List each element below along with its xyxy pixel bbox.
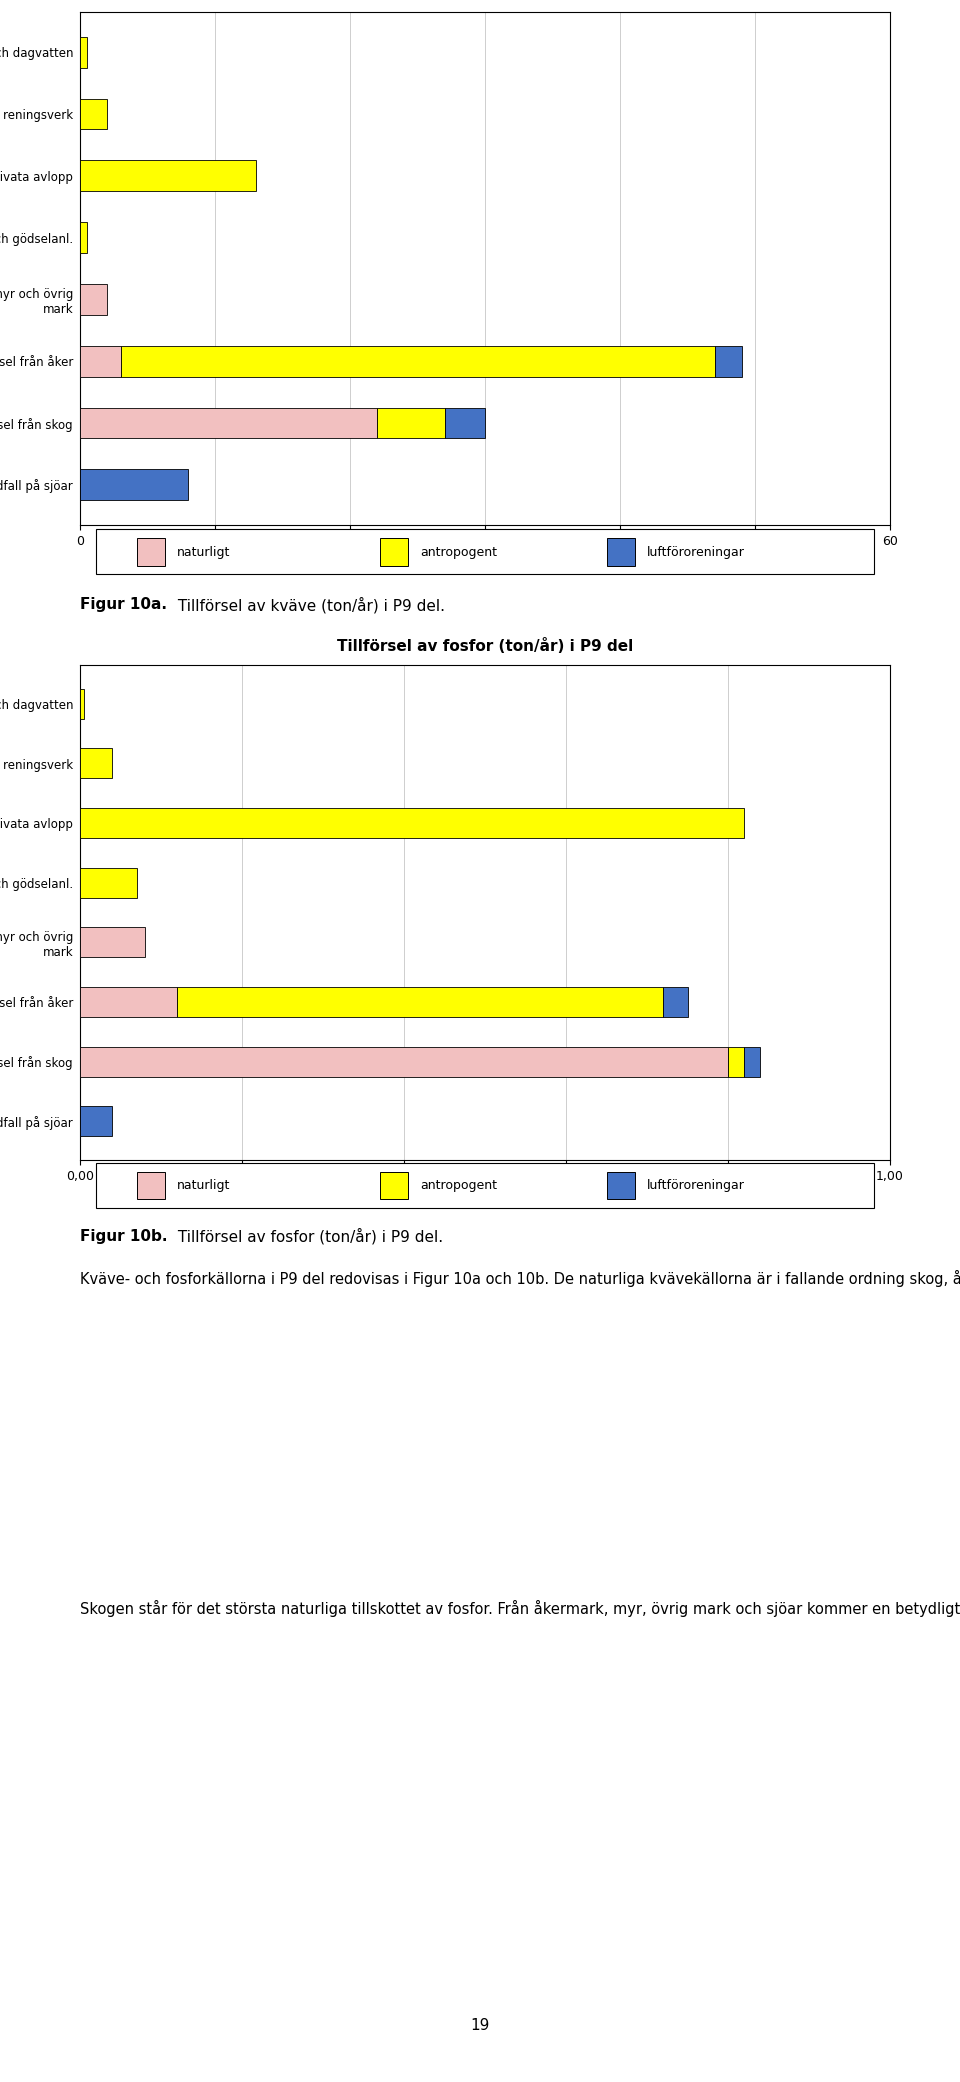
- Bar: [714, 346, 741, 377]
- Text: luftföroreningar: luftföroreningar: [647, 1178, 745, 1191]
- Bar: [178, 987, 663, 1016]
- FancyBboxPatch shape: [96, 529, 874, 575]
- Bar: [80, 689, 84, 718]
- Text: Figur 10a.: Figur 10a.: [80, 598, 167, 612]
- Bar: [744, 1047, 760, 1076]
- Bar: [80, 283, 107, 314]
- Bar: [80, 1106, 112, 1137]
- Text: Tillförsel av kväve (ton/år) i P9 del.: Tillförsel av kväve (ton/år) i P9 del.: [173, 598, 445, 614]
- Text: Figur 10b.: Figur 10b.: [80, 1228, 167, 1245]
- Bar: [80, 346, 121, 377]
- FancyBboxPatch shape: [136, 1172, 165, 1199]
- FancyBboxPatch shape: [607, 1172, 635, 1199]
- FancyBboxPatch shape: [96, 1162, 874, 1208]
- Bar: [663, 987, 687, 1016]
- Bar: [80, 868, 136, 897]
- Bar: [377, 408, 444, 439]
- Text: naturligt: naturligt: [178, 545, 230, 558]
- Text: Kväve- och fosforkällorna i P9 del redovisas i Figur 10a och 10b. De naturliga k: Kväve- och fosforkällorna i P9 del redov…: [80, 1270, 960, 1287]
- Bar: [80, 408, 377, 439]
- FancyBboxPatch shape: [380, 1172, 408, 1199]
- Bar: [80, 468, 188, 500]
- Bar: [728, 1047, 744, 1076]
- Bar: [80, 160, 255, 192]
- Text: Tillförsel av fosfor (ton/år) i P9 del.: Tillförsel av fosfor (ton/år) i P9 del.: [173, 1228, 444, 1245]
- Bar: [80, 1047, 728, 1076]
- Text: 19: 19: [470, 2017, 490, 2032]
- Text: antropogent: antropogent: [420, 545, 497, 558]
- Title: Tillförsel av fosfor (ton/år) i P9 del: Tillförsel av fosfor (ton/år) i P9 del: [337, 637, 634, 654]
- Text: luftföroreningar: luftföroreningar: [647, 545, 745, 558]
- Bar: [444, 408, 485, 439]
- Text: Skogen står för det största naturliga tillskottet av fosfor. Från åkermark, myr,: Skogen står för det största naturliga ti…: [80, 1599, 960, 1618]
- FancyBboxPatch shape: [607, 539, 635, 566]
- FancyBboxPatch shape: [136, 539, 165, 566]
- FancyBboxPatch shape: [380, 539, 408, 566]
- Bar: [80, 98, 107, 129]
- Bar: [80, 987, 178, 1016]
- Bar: [80, 926, 145, 958]
- Bar: [80, 37, 86, 67]
- Text: naturligt: naturligt: [178, 1178, 230, 1191]
- Bar: [80, 223, 86, 254]
- Bar: [80, 750, 112, 779]
- Bar: [80, 808, 744, 837]
- Text: antropogent: antropogent: [420, 1178, 497, 1191]
- Bar: [121, 346, 714, 377]
